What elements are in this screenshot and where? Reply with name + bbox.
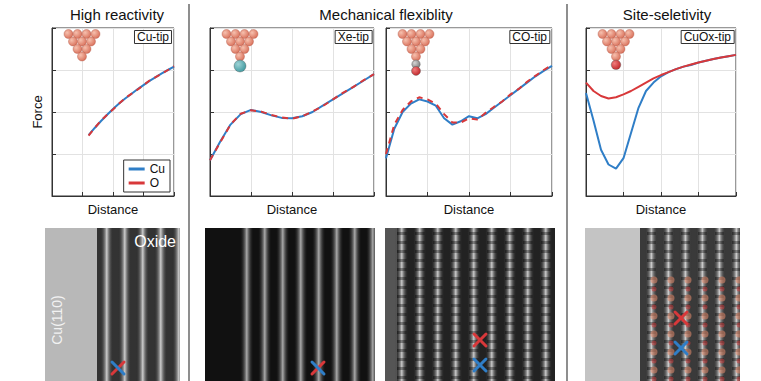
svg-text:Oxide: Oxide: [134, 233, 176, 250]
svg-text:Xe-tip: Xe-tip: [338, 30, 370, 44]
svg-text:Cu: Cu: [150, 162, 165, 176]
svg-text:Cu(110): Cu(110): [49, 295, 65, 345]
svg-text:High reactivity: High reactivity: [70, 6, 165, 23]
svg-text:CO-tip: CO-tip: [512, 30, 547, 44]
svg-text:Distance: Distance: [636, 202, 687, 217]
svg-text:Distance: Distance: [267, 202, 318, 217]
svg-text:Cu-tip: Cu-tip: [137, 30, 169, 44]
svg-text:O: O: [150, 176, 159, 190]
svg-text:Distance: Distance: [444, 202, 495, 217]
svg-text:Distance: Distance: [88, 202, 139, 217]
svg-text:Site-seletivity: Site-seletivity: [623, 6, 712, 23]
svg-text:CuOx-tip: CuOx-tip: [684, 30, 732, 44]
svg-text:Force: Force: [30, 95, 45, 128]
svg-text:Mechanical flexiblity: Mechanical flexiblity: [319, 6, 453, 23]
